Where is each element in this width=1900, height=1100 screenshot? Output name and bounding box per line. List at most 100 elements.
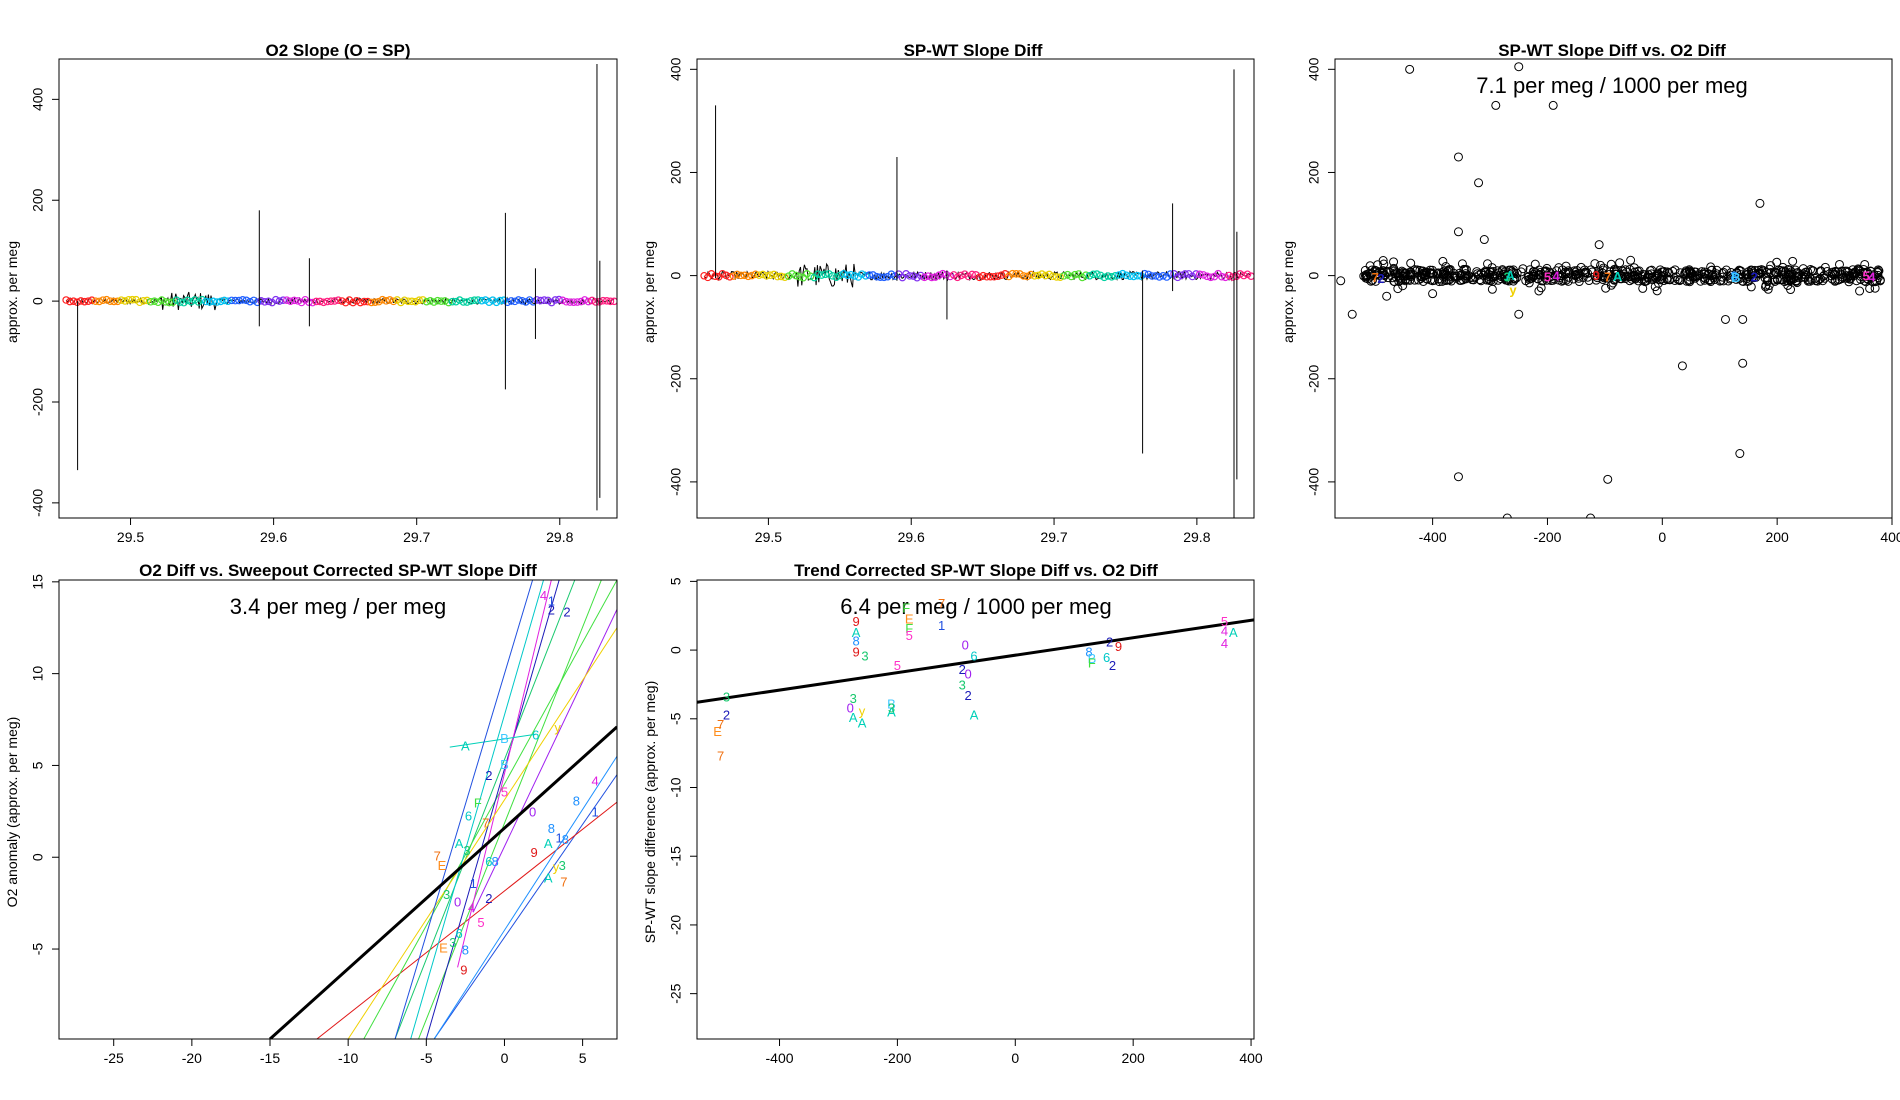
data-point xyxy=(1457,259,1467,269)
cluster-label: A xyxy=(1613,269,1623,284)
data-point xyxy=(1460,270,1470,280)
data-label: 5 xyxy=(894,658,901,673)
data-point xyxy=(1385,267,1395,277)
data-point xyxy=(253,298,262,307)
outlier-point xyxy=(1382,291,1392,301)
data-point xyxy=(1856,272,1866,282)
panel-title: SP-WT Slope Diff vs. O2 Diff xyxy=(1498,41,1726,60)
data-point xyxy=(1398,275,1408,285)
data-point xyxy=(722,271,730,280)
data-point xyxy=(781,273,789,282)
data-point xyxy=(610,297,617,306)
data-point xyxy=(1869,270,1879,280)
data-point xyxy=(1731,268,1741,278)
data-point xyxy=(1221,273,1230,282)
data-point xyxy=(124,296,133,304)
data-point xyxy=(1390,277,1400,287)
y-tick-label: 0 xyxy=(668,272,684,280)
data-point xyxy=(433,296,442,305)
data-point xyxy=(1662,274,1672,284)
x-tick-label: 29.6 xyxy=(898,529,925,545)
data-point xyxy=(964,272,973,281)
data-point xyxy=(1561,267,1571,277)
data-point xyxy=(1801,267,1811,277)
data-label: E xyxy=(439,940,448,955)
data-point xyxy=(1640,270,1650,280)
data-point xyxy=(279,296,287,305)
x-tick-label: -5 xyxy=(420,1050,433,1066)
data-point xyxy=(1552,266,1562,276)
data-point xyxy=(1129,272,1138,281)
data-point xyxy=(102,295,111,304)
cluster-label: 9 xyxy=(1593,268,1600,283)
data-point xyxy=(441,297,449,305)
data-point xyxy=(327,297,335,306)
data-label: F xyxy=(902,600,910,615)
data-point xyxy=(382,297,390,305)
data-point xyxy=(397,298,405,307)
data-point xyxy=(422,297,431,306)
data-point xyxy=(172,296,181,304)
data-point xyxy=(334,296,343,305)
data-point xyxy=(205,298,214,306)
data-point xyxy=(1637,274,1647,284)
y-tick-label: -15 xyxy=(668,846,684,866)
data-point xyxy=(1541,271,1551,281)
data-point xyxy=(733,270,741,279)
data-label: 1 xyxy=(556,830,563,845)
data-label: 3 xyxy=(888,701,895,716)
data-point xyxy=(1446,276,1456,286)
data-point xyxy=(1834,259,1844,269)
data-point xyxy=(1122,271,1131,280)
data-label: 2 xyxy=(723,707,730,722)
data-point xyxy=(1533,274,1543,284)
data-point xyxy=(1534,286,1544,296)
data-point xyxy=(979,271,987,280)
data-point xyxy=(1630,271,1640,281)
data-point xyxy=(843,271,852,280)
y-tick-label: -200 xyxy=(1306,365,1322,393)
data-point xyxy=(146,297,155,306)
data-point xyxy=(1049,272,1057,280)
data-point xyxy=(128,295,137,304)
data-point xyxy=(577,297,585,306)
data-point xyxy=(1786,269,1796,279)
data-label: A xyxy=(887,705,896,720)
data-point xyxy=(1418,276,1428,286)
data-point xyxy=(1785,275,1795,285)
data-point xyxy=(91,297,100,305)
data-point xyxy=(1625,276,1635,286)
data-point xyxy=(1596,260,1606,270)
data-point xyxy=(503,298,512,307)
data-point xyxy=(286,297,295,306)
data-point xyxy=(1584,276,1594,286)
y-tick-label: 200 xyxy=(668,161,684,185)
y-tick-label: 400 xyxy=(30,87,46,111)
trend-line xyxy=(457,580,552,968)
panel-o2-diff-vs-sweepout: O2 Diff vs. Sweepout Corrected SP-WT Slo… xyxy=(4,561,618,1066)
data-point xyxy=(349,298,357,307)
data-point xyxy=(920,273,929,282)
data-point xyxy=(1794,269,1804,279)
data-point xyxy=(187,297,195,306)
data-point xyxy=(1744,272,1754,282)
data-point xyxy=(1225,271,1233,280)
x-tick-label: 200 xyxy=(1121,1050,1145,1066)
data-point xyxy=(1444,272,1454,282)
data-label: 1 xyxy=(938,618,945,633)
data-label: 2 xyxy=(959,662,966,677)
data-point xyxy=(374,297,383,306)
data-point xyxy=(419,296,427,304)
data-label: 8 xyxy=(548,821,555,836)
data-point xyxy=(555,295,563,304)
data-point xyxy=(1476,276,1486,286)
data-point xyxy=(198,295,207,304)
x-tick-label: -15 xyxy=(260,1050,280,1066)
data-point xyxy=(997,271,1006,279)
data-point xyxy=(729,272,738,280)
data-label: 8 xyxy=(462,942,469,957)
data-label: F xyxy=(474,795,482,810)
data-point xyxy=(1792,271,1802,281)
data-label: 7 xyxy=(717,749,724,764)
data-label: 4 xyxy=(468,900,475,915)
